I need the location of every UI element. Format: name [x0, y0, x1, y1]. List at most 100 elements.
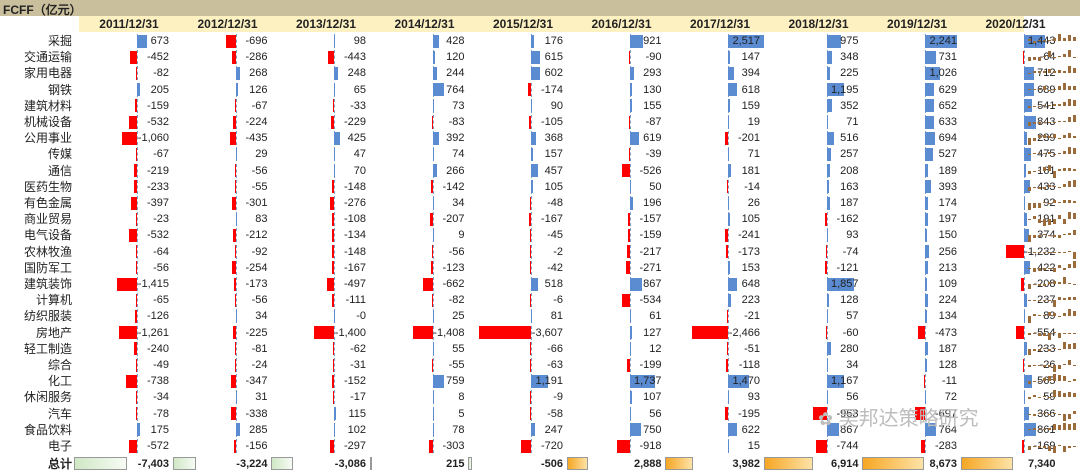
sparkline-bar — [1073, 342, 1076, 349]
cell-value: 65 — [353, 83, 366, 96]
cell-value: 392 — [446, 132, 465, 145]
data-bar — [1023, 83, 1034, 97]
cell-value: -1,408 — [433, 326, 465, 339]
axis-line — [432, 115, 434, 129]
data-bar — [918, 326, 925, 340]
cell-value: -78 — [153, 407, 169, 420]
cell-value: -241 — [737, 229, 760, 242]
cell-value: 74 — [452, 148, 465, 161]
sparkline-bar — [1028, 446, 1031, 450]
cell-value: 712 — [1037, 67, 1056, 80]
sparkline-bar — [1048, 312, 1051, 317]
sparkline-bar — [1048, 69, 1051, 74]
cell-value: 19 — [747, 116, 760, 128]
row-label: 汽车 — [47, 406, 72, 421]
cell-value: -66 — [547, 342, 563, 355]
sparkline-bar — [1043, 234, 1046, 236]
cell-value: 374 — [1037, 229, 1056, 242]
axis-line — [235, 244, 237, 259]
sparkline-bar — [1073, 393, 1076, 398]
sparkline-bar — [1058, 251, 1061, 253]
data-bar — [229, 131, 236, 145]
axis-line — [334, 228, 335, 243]
data-bar — [629, 277, 642, 291]
sparkline-bar — [1058, 235, 1061, 239]
axis-line — [137, 98, 138, 113]
data-bar — [479, 326, 531, 340]
sparkline-bar — [1073, 68, 1076, 74]
data-bar — [432, 83, 444, 97]
axis-line — [728, 406, 729, 421]
cell-value: -67 — [251, 99, 268, 112]
cell-value: -1,232 — [1024, 245, 1056, 258]
sparkline-bar — [1068, 263, 1071, 268]
cell-value: -142 — [442, 180, 465, 193]
cell-value: -74 — [842, 245, 859, 258]
year-header: 2016/12/31 — [591, 17, 652, 31]
cell-value: 433 — [1037, 180, 1056, 193]
sparkline-bar — [1048, 122, 1051, 123]
axis-line — [1023, 244, 1025, 259]
cell-value: -283 — [934, 440, 957, 452]
data-bar — [334, 147, 335, 161]
cell-value: 12 — [649, 342, 662, 355]
sparkline-bar — [1053, 154, 1056, 156]
axis-line — [137, 374, 138, 389]
sparkline-bar — [1048, 267, 1051, 269]
sparkline-bar — [1043, 56, 1046, 58]
cell-value: -0 — [356, 310, 366, 323]
data-bar — [334, 131, 340, 145]
data-bar — [334, 66, 338, 80]
cell-value: 224 — [938, 294, 957, 307]
data-bar — [225, 34, 236, 48]
cell-value: 208 — [840, 164, 859, 177]
cell-value: -532 — [146, 229, 169, 242]
data-bar — [521, 439, 531, 453]
row-label: 家用电器 — [23, 66, 72, 81]
axis-line — [629, 212, 631, 227]
sparkline-bar — [1038, 300, 1041, 302]
data-bar — [136, 407, 137, 421]
cell-value: 1,857 — [830, 278, 859, 290]
axis-line — [531, 439, 532, 453]
sparkline-bar — [1068, 117, 1071, 122]
sparkline-bar — [1038, 397, 1041, 399]
data-bar — [233, 439, 236, 453]
cell-value: -21 — [744, 310, 760, 323]
sparkline-bar — [1073, 136, 1076, 139]
sparkline-bar — [1048, 152, 1051, 155]
data-bar — [136, 293, 137, 307]
sparkline-bar — [1053, 313, 1056, 317]
total-value: -3,224 — [236, 458, 268, 471]
axis-line — [826, 406, 828, 421]
sparkline-bar — [1043, 251, 1046, 253]
data-bar — [925, 164, 928, 178]
data-bar — [233, 277, 236, 291]
data-bar — [728, 83, 737, 97]
sparkline-bar — [1038, 251, 1041, 253]
data-bar — [334, 407, 336, 421]
cell-value: 150 — [938, 229, 957, 242]
cell-value: -162 — [836, 213, 859, 226]
cell-value: -473 — [934, 326, 957, 339]
data-bar — [531, 423, 535, 437]
axis-line — [235, 98, 237, 113]
sparkline-bar — [1063, 277, 1066, 284]
data-bar — [134, 342, 137, 356]
data-bar — [826, 34, 841, 48]
data-bar — [528, 83, 531, 97]
sparkline-bar — [1068, 98, 1071, 106]
data-bar — [826, 147, 831, 161]
data-bar — [627, 212, 630, 226]
sparkline-bar — [1033, 216, 1036, 220]
sparkline-bar — [1073, 115, 1076, 122]
axis-line — [826, 212, 828, 227]
cell-value: 147 — [741, 51, 760, 64]
data-bar — [235, 212, 237, 226]
sparkline-bar — [1073, 85, 1076, 90]
data-bar — [826, 83, 844, 97]
data-bar — [1015, 326, 1024, 340]
data-bar — [432, 423, 434, 437]
data-bar — [332, 180, 334, 194]
sparkline-bar — [1038, 219, 1041, 224]
